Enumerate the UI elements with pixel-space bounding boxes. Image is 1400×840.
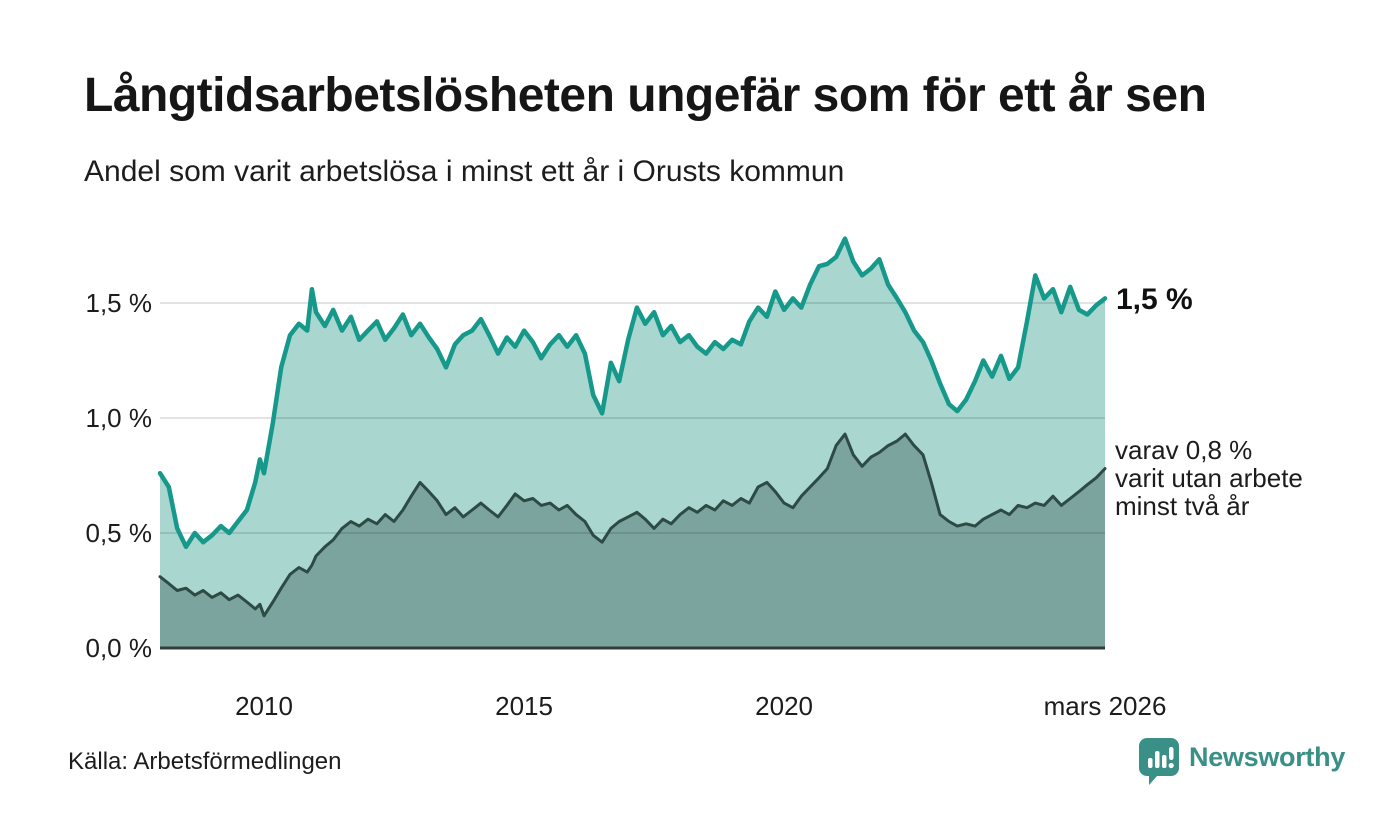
series-min-one-year-line <box>157 236 1108 550</box>
series-min-two-years-line <box>158 432 1107 618</box>
newsworthy-wordmark: Newsworthy <box>1189 742 1346 772</box>
y-tick-label: 1,5 % <box>85 288 153 318</box>
x-tick-label: 2020 <box>755 691 814 721</box>
newsworthy-logo: Newsworthy <box>1139 738 1345 786</box>
annotation-line: varit utan arbete <box>1115 463 1303 493</box>
x-tick-label: mars 2026 <box>1043 691 1167 721</box>
chart-title: Långtidsarbetslösheten ungefär som för e… <box>84 69 1207 122</box>
x-tick-label: 2010 <box>235 691 293 721</box>
x-tick-label: 2015 <box>495 691 553 721</box>
series-min-two-years-area <box>160 434 1105 648</box>
annotation-line: minst två år <box>1115 491 1250 521</box>
chart-subtitle: Andel som varit arbetslösa i minst ett å… <box>84 155 845 188</box>
y-tick-label: 1,0 % <box>85 403 153 433</box>
y-tick-label: 0,0 % <box>85 633 153 663</box>
secondary-series-annotation: varav 0,8 % varit utan arbete minst två … <box>1115 436 1303 520</box>
latest-value-annotation: 1,5 % <box>1116 283 1193 316</box>
horizontal-gridlines <box>160 302 1105 534</box>
annotation-line: varav 0,8 % <box>1115 435 1253 465</box>
y-tick-label: 0,5 % <box>85 518 153 548</box>
source-credit: Källa: Arbetsförmedlingen <box>68 748 342 775</box>
newsworthy-logo-icon <box>1139 738 1179 785</box>
